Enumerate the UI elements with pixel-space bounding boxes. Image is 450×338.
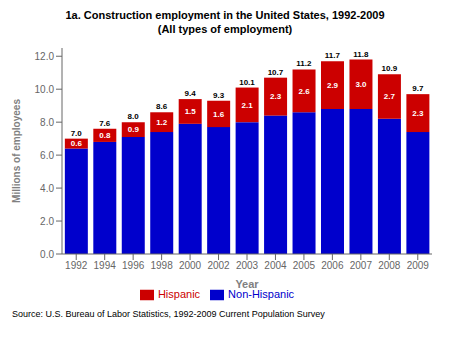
svg-text:9.7: 9.7	[412, 84, 424, 93]
svg-text:2.3: 2.3	[412, 109, 424, 118]
svg-text:2008: 2008	[378, 260, 401, 271]
svg-text:2004: 2004	[264, 260, 287, 271]
svg-text:2009: 2009	[407, 260, 430, 271]
svg-text:0.6: 0.6	[71, 139, 83, 148]
svg-text:2006: 2006	[321, 260, 344, 271]
svg-text:11.7: 11.7	[325, 51, 341, 60]
svg-text:0.9: 0.9	[128, 125, 140, 134]
html-text:Hispanic: Hispanic	[157, 288, 201, 300]
svg-text:10.7: 10.7	[268, 68, 284, 77]
svg-text:11.8: 11.8	[353, 50, 369, 59]
svg-text:1994: 1994	[94, 260, 117, 271]
svg-text:2007: 2007	[350, 260, 373, 271]
svg-text:3.0: 3.0	[355, 80, 367, 89]
svg-text:1998: 1998	[150, 260, 173, 271]
svg-text:1.6: 1.6	[213, 110, 225, 119]
svg-text:8.0: 8.0	[40, 117, 54, 128]
svg-text:10.1: 10.1	[239, 78, 255, 87]
svg-text:2.3: 2.3	[270, 92, 282, 101]
svg-text:12.0: 12.0	[35, 51, 55, 62]
svg-text:6.0: 6.0	[40, 150, 54, 161]
svg-text:4.0: 4.0	[40, 183, 54, 194]
svg-text:8.0: 8.0	[128, 112, 140, 121]
svg-text:2003: 2003	[236, 260, 259, 271]
svg-text:2.9: 2.9	[327, 81, 339, 90]
svg-text:2.1: 2.1	[242, 101, 254, 110]
svg-text:1.5: 1.5	[185, 107, 197, 116]
svg-text:2002: 2002	[207, 260, 230, 271]
html-text:(All types of employment): (All types of employment)	[157, 23, 293, 35]
svg-text:0.0: 0.0	[40, 249, 54, 260]
svg-text:2.0: 2.0	[40, 216, 54, 227]
svg-text:11.2: 11.2	[296, 59, 312, 68]
svg-text:2.6: 2.6	[298, 87, 310, 96]
svg-text:10.0: 10.0	[35, 84, 55, 95]
svg-text:0.8: 0.8	[99, 131, 111, 140]
html-text:1a. Construction employment in: 1a. Construction employment in the Unite…	[65, 9, 385, 21]
svg-text:Millions of employees: Millions of employees	[11, 99, 22, 203]
svg-text:1992: 1992	[65, 260, 88, 271]
svg-text:1.2: 1.2	[156, 118, 168, 127]
svg-text:10.9: 10.9	[382, 64, 398, 73]
html-text:Source: U.S. Bureau of Labor S: Source: U.S. Bureau of Labor Statistics,…	[12, 309, 325, 319]
svg-text:7.0: 7.0	[71, 129, 83, 138]
svg-text:1996: 1996	[122, 260, 145, 271]
html-text:Non-Hispanic: Non-Hispanic	[228, 288, 295, 300]
svg-text:9.3: 9.3	[213, 91, 225, 100]
svg-text:7.6: 7.6	[99, 119, 111, 128]
svg-text:Year: Year	[235, 278, 259, 290]
svg-text:2.7: 2.7	[384, 92, 396, 101]
svg-text:2005: 2005	[293, 260, 316, 271]
svg-text:8.6: 8.6	[156, 102, 168, 111]
svg-text:9.4: 9.4	[185, 89, 197, 98]
svg-text:2000: 2000	[179, 260, 202, 271]
